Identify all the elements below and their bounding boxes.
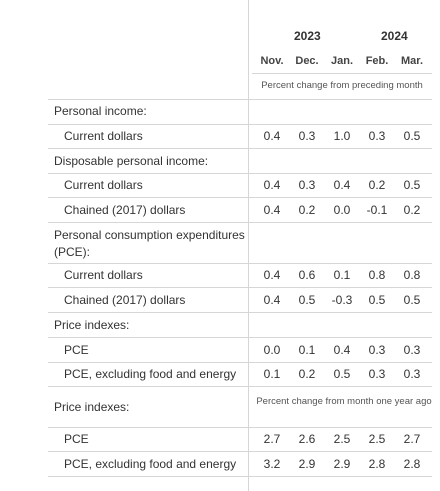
divider	[48, 287, 432, 288]
row-label: Chained (2017) dollars	[64, 203, 186, 217]
value-cell: 0.5	[403, 293, 421, 307]
value-cell: 0.5	[333, 367, 351, 381]
value-cell: 2.8	[368, 457, 386, 471]
value-cell: 0.5	[403, 178, 421, 192]
divider	[48, 173, 432, 174]
value-cell: 1.0	[333, 129, 351, 143]
value-cell: 2.6	[298, 432, 316, 446]
month-jan: Jan.	[330, 55, 353, 67]
value-cell: 2.7	[263, 432, 281, 446]
value-cell: 0.3	[298, 178, 316, 192]
month-mar: Mar.	[400, 55, 423, 67]
value-cell: -0.1	[366, 203, 388, 217]
value-cell: 0.4	[333, 178, 351, 192]
value-cell: 0.3	[368, 343, 386, 357]
divider	[48, 337, 432, 338]
section-title-pce-line2: (PCE):	[54, 245, 90, 259]
value-cell: 0.0	[333, 203, 351, 217]
divider	[48, 427, 432, 428]
month-feb: Feb.	[365, 55, 389, 67]
value-cell: 0.2	[368, 178, 386, 192]
section-title-personal-income: Personal income:	[54, 104, 147, 118]
value-cell: 0.1	[333, 268, 351, 282]
section-title-price-indexes-yearly: Price indexes:	[54, 400, 130, 414]
divider	[48, 312, 432, 313]
divider	[48, 263, 432, 264]
value-cell: 0.5	[403, 129, 421, 143]
value-cell: 0.3	[403, 367, 421, 381]
value-cell: 0.8	[368, 268, 386, 282]
value-cell: 0.2	[403, 203, 421, 217]
value-cell: 0.4	[333, 343, 351, 357]
month-nov: Nov.	[260, 55, 284, 67]
value-cell: -0.3	[331, 293, 353, 307]
value-cell: 2.7	[403, 432, 421, 446]
value-cell: 0.3	[403, 343, 421, 357]
value-cell: 0.4	[263, 268, 281, 282]
section-title-pce-line1: Personal consumption expenditures	[54, 228, 245, 242]
row-label: Current dollars	[64, 268, 143, 282]
divider	[48, 124, 432, 125]
header-rule	[252, 73, 432, 74]
row-label: Chained (2017) dollars	[64, 293, 186, 307]
divider	[48, 476, 432, 477]
value-cell: 2.8	[403, 457, 421, 471]
value-cell: 3.2	[263, 457, 281, 471]
divider	[48, 197, 432, 198]
section-title-price-indexes: Price indexes:	[54, 318, 130, 332]
section-title-disposable-income: Disposable personal income:	[54, 154, 209, 168]
value-cell: 0.8	[403, 268, 421, 282]
row-label: PCE, excluding food and energy	[64, 457, 237, 471]
divider	[48, 362, 432, 363]
value-cell: 0.0	[263, 343, 281, 357]
value-cell: 2.5	[368, 432, 386, 446]
divider	[48, 386, 432, 387]
value-cell: 2.5	[333, 432, 351, 446]
value-cell: 0.1	[298, 343, 316, 357]
row-label: PCE, excluding food and energy	[64, 367, 237, 381]
year-2023: 2023	[294, 29, 321, 43]
monthly-change-note: Percent change from preceding month	[261, 80, 423, 91]
row-label: PCE	[64, 432, 89, 446]
divider	[48, 222, 432, 223]
value-cell: 2.9	[298, 457, 316, 471]
month-dec: Dec.	[295, 55, 319, 67]
value-cell: 0.5	[298, 293, 316, 307]
value-cell: 0.4	[263, 178, 281, 192]
value-cell: 0.3	[368, 367, 386, 381]
row-label: Current dollars	[64, 129, 143, 143]
column-divider	[248, 0, 249, 491]
value-cell: 0.1	[263, 367, 281, 381]
yearly-change-note: Percent change from month one year ago	[256, 396, 432, 407]
value-cell: 0.2	[298, 367, 316, 381]
value-cell: 0.6	[298, 268, 316, 282]
row-label: PCE	[64, 343, 89, 357]
value-cell: 2.9	[333, 457, 351, 471]
value-cell: 0.4	[263, 203, 281, 217]
value-cell: 0.4	[263, 293, 281, 307]
divider	[48, 451, 432, 452]
value-cell: 0.5	[368, 293, 386, 307]
value-cell: 0.4	[263, 129, 281, 143]
value-cell: 0.2	[298, 203, 316, 217]
year-2024: 2024	[381, 29, 408, 43]
divider	[48, 148, 432, 149]
value-cell: 0.3	[298, 129, 316, 143]
value-cell: 0.3	[368, 129, 386, 143]
divider	[48, 99, 432, 100]
row-label: Current dollars	[64, 178, 143, 192]
